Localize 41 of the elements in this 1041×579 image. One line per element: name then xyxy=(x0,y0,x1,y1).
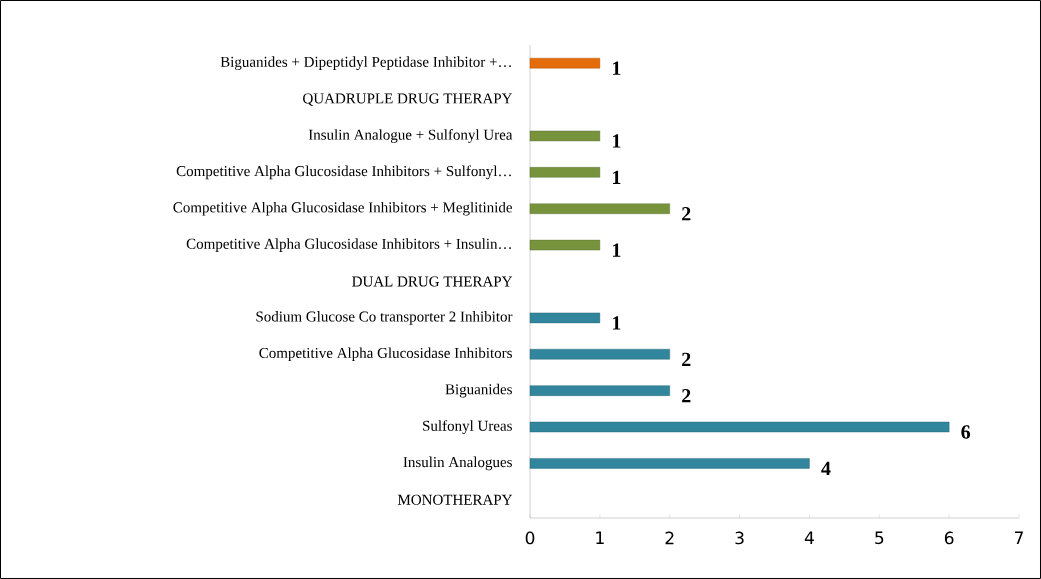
bar xyxy=(529,312,601,324)
x-tick-label: 0 xyxy=(525,531,535,545)
x-tick-label: 5 xyxy=(875,531,884,545)
data-label: 4 xyxy=(821,461,831,475)
y-tick-label: Insulin Analogues xyxy=(403,456,512,471)
bar xyxy=(529,130,601,142)
data-label: 1 xyxy=(612,243,621,257)
x-tick-label: 1 xyxy=(596,531,604,544)
y-tick-label: Competitive Alpha Glucosidase Inhibitors xyxy=(259,347,512,362)
data-label: 2 xyxy=(682,389,691,403)
data-label: 2 xyxy=(682,207,691,221)
data-label: 6 xyxy=(961,425,971,439)
data-label: 2 xyxy=(682,352,691,366)
x-tick-label: 6 xyxy=(944,531,954,545)
y-tick-label: Competitive Alpha Glucosidase Inhibitors + Meglitinide xyxy=(173,201,513,216)
y-tick-label: Insulin Analogue + Sulfonyl Urea xyxy=(308,129,513,143)
data-label: 1 xyxy=(612,61,621,75)
data-label: 1 xyxy=(612,134,621,148)
bar xyxy=(529,239,601,251)
data-label: 1 xyxy=(612,170,621,184)
x-tick-label: 2 xyxy=(665,531,674,545)
y-tick-label: MONOTHERAPY xyxy=(397,494,513,505)
bar xyxy=(529,458,810,469)
x-tick-label: 7 xyxy=(1014,531,1023,544)
data-label: 1 xyxy=(612,316,621,330)
bar xyxy=(529,421,950,433)
bar xyxy=(529,203,670,214)
y-tick-label: DUAL DRUG THERAPY xyxy=(352,276,513,287)
y-tick-label: Sodium Glucose Co transporter 2 Inhibitor xyxy=(256,311,513,325)
x-tick-label: 4 xyxy=(804,531,814,544)
y-tick-label: Sulfonyl Ureas xyxy=(423,420,512,434)
x-tick-label: 3 xyxy=(735,531,744,545)
bar xyxy=(529,349,670,360)
bar xyxy=(529,385,670,396)
y-tick-label: Biguanides + Dipeptidyl Peptidase Inhibitor +… xyxy=(220,56,511,70)
y-tick-label: Competitive Alpha Glucosidase Inhibitors + Sulfonyl… xyxy=(176,165,511,180)
bar xyxy=(529,167,601,178)
y-tick-label: QUADRUPLE DRUG THERAPY xyxy=(303,93,513,106)
y-tick-label: Competitive Alpha Glucosidase Inhibitors + Insulin… xyxy=(186,238,511,252)
bar xyxy=(529,57,601,69)
y-tick-label: Biguanides xyxy=(445,383,512,398)
